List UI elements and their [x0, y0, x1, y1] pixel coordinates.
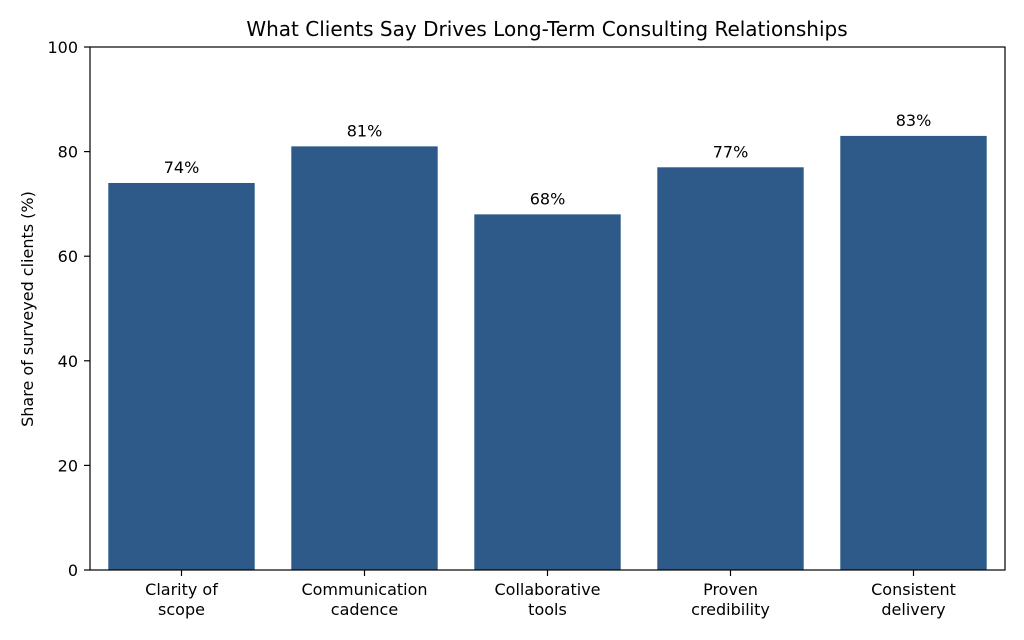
data-labels-group: 74% 81% 68% 77% 83%: [164, 111, 932, 208]
bar: [657, 167, 804, 571]
y-tick-label: 40: [58, 352, 78, 371]
data-label: 83%: [896, 111, 932, 130]
bar: [840, 135, 987, 570]
bars-group: [108, 135, 987, 571]
plot-area-frame: [89, 46, 1006, 571]
x-tick-label: Proven: [703, 580, 758, 599]
data-label: 68%: [530, 189, 566, 208]
bar: [474, 214, 621, 571]
y-tick-label: 60: [58, 247, 78, 266]
bar: [108, 182, 255, 571]
y-axis-label: Share of surveyed clients (%): [18, 191, 37, 427]
y-tick-label: 100: [47, 38, 78, 57]
x-tick-label: cadence: [331, 600, 398, 619]
bar: [291, 146, 438, 570]
y-axis-ticks: 0 20 40 60 80 100: [47, 38, 90, 580]
y-tick-label: 20: [58, 456, 78, 475]
data-label: 81%: [347, 121, 383, 140]
y-tick-label: 0: [68, 561, 78, 580]
y-tick-label: 80: [58, 143, 78, 162]
chart-title: What Clients Say Drives Long-Term Consul…: [246, 17, 847, 41]
data-label: 77%: [713, 142, 749, 161]
x-tick-label: tools: [528, 600, 567, 619]
data-label: 74%: [164, 158, 200, 177]
x-tick-label: Consistent: [871, 580, 956, 599]
x-tick-label: credibility: [691, 600, 770, 619]
x-tick-label: Collaborative: [494, 580, 600, 599]
x-tick-label: Clarity of: [145, 580, 218, 599]
x-tick-label: scope: [158, 600, 205, 619]
x-tick-label: Communication: [301, 580, 427, 599]
x-tick-label: delivery: [881, 600, 945, 619]
